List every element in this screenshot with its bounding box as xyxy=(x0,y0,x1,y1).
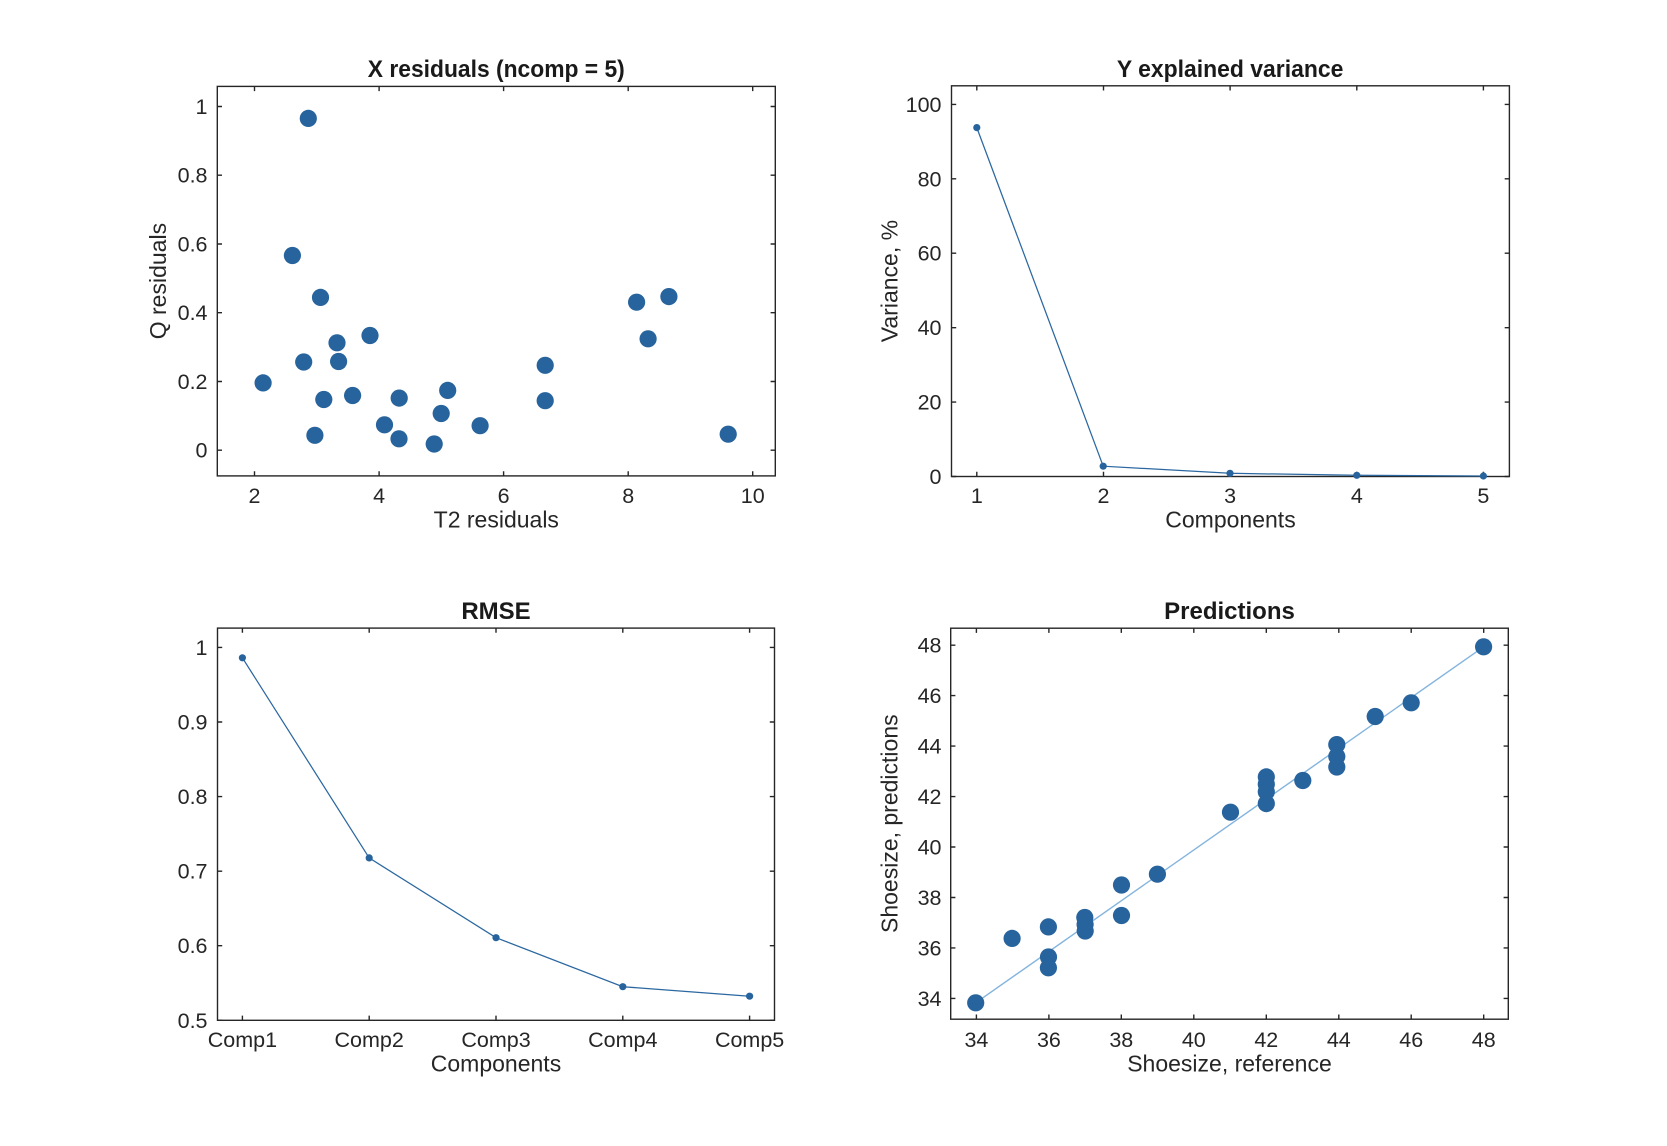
svg-text:36: 36 xyxy=(918,936,942,960)
svg-text:0.4: 0.4 xyxy=(178,301,208,325)
svg-text:42: 42 xyxy=(1254,1028,1278,1052)
svg-text:4: 4 xyxy=(1351,484,1363,508)
svg-text:Components: Components xyxy=(1165,507,1295,533)
svg-text:8: 8 xyxy=(622,484,634,508)
svg-text:44: 44 xyxy=(918,735,942,759)
svg-text:4: 4 xyxy=(373,484,385,508)
svg-text:38: 38 xyxy=(1109,1028,1133,1052)
svg-text:42: 42 xyxy=(918,785,942,809)
svg-text:0.6: 0.6 xyxy=(178,934,208,958)
svg-text:1: 1 xyxy=(971,484,983,508)
svg-text:34: 34 xyxy=(964,1028,988,1052)
svg-text:X residuals (ncomp = 5): X residuals (ncomp = 5) xyxy=(368,56,625,83)
svg-text:48: 48 xyxy=(918,634,942,658)
svg-text:100: 100 xyxy=(906,93,942,117)
svg-text:2: 2 xyxy=(249,484,261,508)
svg-text:Comp4: Comp4 xyxy=(588,1028,657,1052)
svg-text:Comp2: Comp2 xyxy=(335,1028,404,1052)
svg-text:60: 60 xyxy=(918,242,942,266)
svg-text:5: 5 xyxy=(1477,484,1489,508)
svg-text:RMSE: RMSE xyxy=(461,598,530,625)
svg-text:0.8: 0.8 xyxy=(178,785,208,809)
svg-text:48: 48 xyxy=(1472,1028,1496,1052)
svg-text:Variance, %: Variance, % xyxy=(876,220,902,342)
svg-text:36: 36 xyxy=(1037,1028,1061,1052)
svg-text:0.8: 0.8 xyxy=(178,164,208,188)
svg-text:0.2: 0.2 xyxy=(178,370,208,394)
svg-text:0.9: 0.9 xyxy=(178,711,208,735)
svg-text:Y explained variance: Y explained variance xyxy=(1117,56,1344,83)
svg-text:46: 46 xyxy=(1399,1028,1423,1052)
svg-text:Comp3: Comp3 xyxy=(461,1028,530,1052)
svg-text:T2 residuals: T2 residuals xyxy=(434,507,559,533)
svg-text:0.7: 0.7 xyxy=(178,860,208,884)
svg-text:40: 40 xyxy=(918,316,942,340)
svg-text:Shoesize, reference: Shoesize, reference xyxy=(1127,1051,1332,1077)
svg-text:0: 0 xyxy=(196,439,208,463)
svg-text:Q residuals: Q residuals xyxy=(145,223,171,339)
svg-text:40: 40 xyxy=(918,836,942,860)
svg-text:Comp1: Comp1 xyxy=(208,1028,277,1052)
svg-text:Comp5: Comp5 xyxy=(715,1028,784,1052)
svg-text:0: 0 xyxy=(930,465,942,489)
svg-text:10: 10 xyxy=(741,484,765,508)
svg-text:34: 34 xyxy=(918,987,942,1011)
svg-text:1: 1 xyxy=(196,95,208,119)
svg-text:6: 6 xyxy=(498,484,510,508)
svg-text:20: 20 xyxy=(918,391,942,415)
svg-text:38: 38 xyxy=(918,886,942,910)
svg-text:46: 46 xyxy=(918,684,942,708)
svg-text:Shoesize, predictions: Shoesize, predictions xyxy=(876,714,902,933)
svg-text:44: 44 xyxy=(1327,1028,1351,1052)
svg-text:Components: Components xyxy=(431,1051,561,1077)
svg-text:0.5: 0.5 xyxy=(178,1009,208,1033)
svg-text:Predictions: Predictions xyxy=(1164,598,1295,625)
svg-text:1: 1 xyxy=(196,636,208,660)
svg-text:40: 40 xyxy=(1182,1028,1206,1052)
svg-text:2: 2 xyxy=(1098,484,1110,508)
svg-text:0.6: 0.6 xyxy=(178,233,208,257)
svg-text:3: 3 xyxy=(1224,484,1236,508)
svg-text:80: 80 xyxy=(918,167,942,191)
